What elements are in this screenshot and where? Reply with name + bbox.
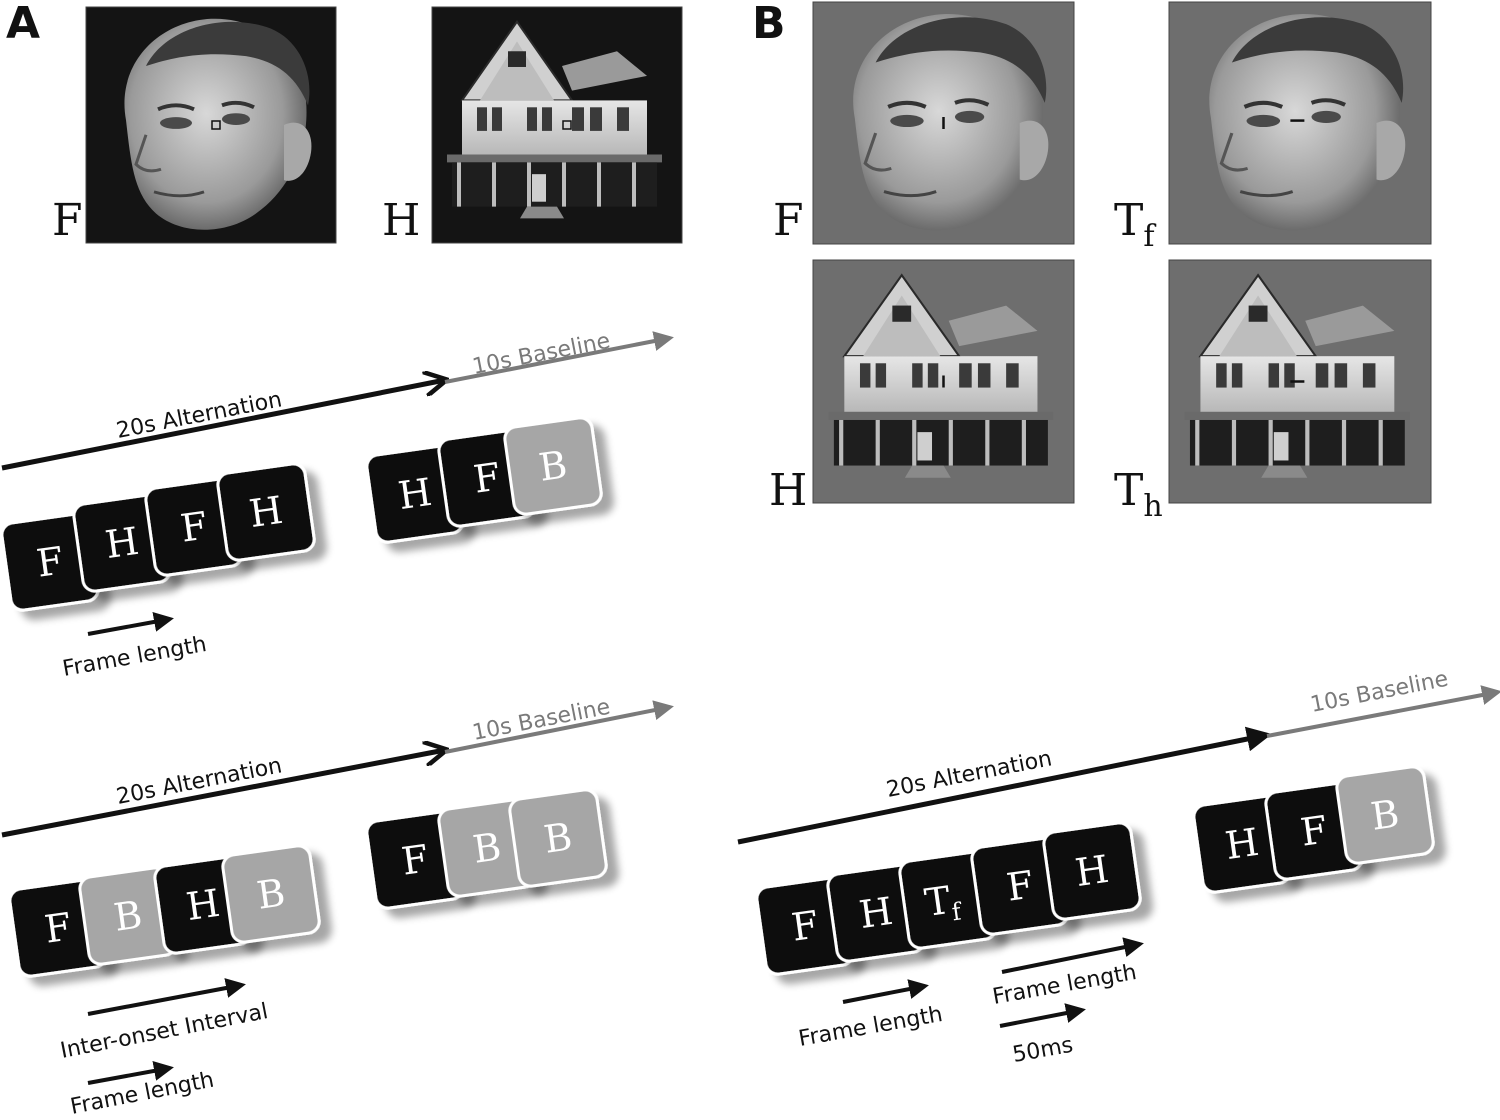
frame-length-label-1: Frame length xyxy=(797,1002,945,1052)
frame-4: F xyxy=(970,836,1070,936)
photo-a-house xyxy=(431,6,683,244)
label-b-house: H xyxy=(769,465,807,516)
stimulus-images: F H F TfH Th xyxy=(52,1,1432,524)
label-b-face-target: Tf xyxy=(1114,195,1156,254)
fixation-box xyxy=(562,120,572,130)
frame-label: F xyxy=(1298,807,1330,854)
photo-b-house xyxy=(812,259,1075,504)
frame-label: B xyxy=(254,870,288,917)
baseline-arrow xyxy=(444,700,674,754)
alternation-arrow xyxy=(1,380,445,471)
frame-label: H xyxy=(857,889,896,937)
frame-label: H xyxy=(247,488,286,536)
frame-length-arrow xyxy=(87,1061,174,1085)
alternation-label: 20s Alternation xyxy=(114,387,284,444)
inter-onset-label: Inter-onset Interval xyxy=(58,999,270,1064)
baseline-label: 10s Baseline xyxy=(470,695,612,746)
label-b-house-target: Th xyxy=(1114,465,1163,524)
frame-label: B xyxy=(536,442,570,489)
photo-a-face xyxy=(85,6,337,244)
panel-label-a: A xyxy=(6,0,40,49)
frame-1: F xyxy=(0,512,100,612)
frame-3: Tf xyxy=(898,850,998,950)
photo-b-face xyxy=(812,1,1075,245)
frame-5: H xyxy=(1042,821,1142,921)
label-b-face: F xyxy=(773,195,804,246)
frame-4: B xyxy=(221,844,321,944)
frame-length-arrow-2 xyxy=(1001,937,1144,974)
photo-b-house-target xyxy=(1168,259,1432,504)
fixation-box xyxy=(211,120,221,130)
fifty-ms-arrow xyxy=(999,1003,1086,1028)
frame-label: H xyxy=(1073,847,1112,895)
frame-label: F xyxy=(471,454,503,501)
photo-b-face-target xyxy=(1168,1,1432,245)
frame-2: H xyxy=(826,863,926,963)
inter-onset-arrow xyxy=(87,978,246,1016)
frame-length-label-2: Frame length xyxy=(991,960,1139,1010)
frame-length-label: Frame length xyxy=(61,632,209,682)
frame-4: H xyxy=(216,462,316,562)
frame-label: H xyxy=(1223,820,1262,868)
frame-label: F xyxy=(178,503,210,550)
frame-label: F xyxy=(1004,862,1036,909)
alternation-arrow xyxy=(737,726,1272,845)
baseline-label: 10s Baseline xyxy=(1308,667,1450,718)
frame-2: H xyxy=(72,493,172,593)
frame-label: B xyxy=(470,824,504,871)
frame-label: F xyxy=(42,904,74,951)
end-frame-3: B xyxy=(508,788,608,888)
frame-3: F xyxy=(144,477,244,577)
frame-label: B xyxy=(541,814,575,861)
baseline-arrow xyxy=(1266,685,1500,738)
frame-length-label: Frame length xyxy=(68,1068,216,1120)
baseline-label: 10s Baseline xyxy=(470,329,612,380)
label-a-house: H xyxy=(382,195,420,246)
fifty-ms-label: 50ms xyxy=(1011,1033,1075,1068)
frame-label: B xyxy=(111,892,145,939)
end-frame-1: H xyxy=(365,444,465,544)
alternation-label: 20s Alternation xyxy=(114,753,284,810)
frame-label: H xyxy=(184,881,223,929)
frame-label: F xyxy=(399,836,431,883)
alternation-arrow xyxy=(1,750,445,838)
frame-label: H xyxy=(103,519,142,567)
end-frame-3: B xyxy=(1335,765,1435,865)
frame-label: H xyxy=(396,470,435,518)
frame-label: F xyxy=(34,538,66,585)
frame-length-arrow-1 xyxy=(842,979,929,1004)
panel-label-b: B xyxy=(752,0,786,49)
frame-label: B xyxy=(1368,791,1402,838)
label-a-face: F xyxy=(52,195,83,246)
end-frame-3: B xyxy=(503,416,603,516)
frame-length-arrow xyxy=(87,612,174,636)
baseline-arrow xyxy=(444,331,674,384)
frame-label: F xyxy=(789,902,821,949)
